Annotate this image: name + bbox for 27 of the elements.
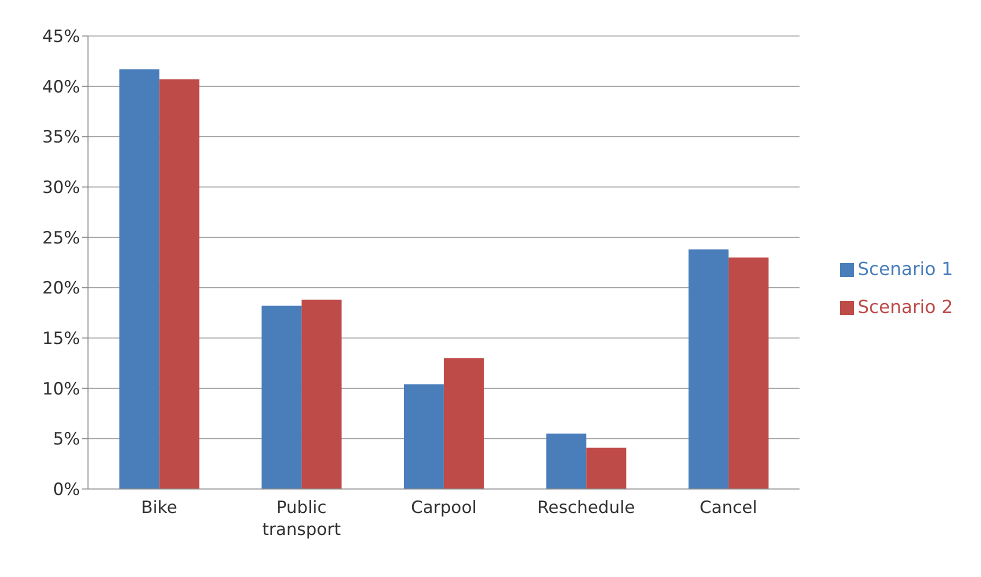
y-tick-label: 5% [53, 430, 80, 450]
y-tick-label: 30% [42, 178, 80, 198]
bar [444, 358, 484, 489]
x-tick-label: Reschedule [537, 498, 635, 518]
bar [262, 306, 302, 489]
legend-label: Scenario 2 [858, 296, 953, 318]
bar [688, 249, 729, 489]
bar [302, 300, 342, 489]
y-tick-label: 35% [42, 128, 80, 148]
bar [159, 79, 200, 489]
y-tick-label: 20% [42, 278, 80, 299]
y-tick-label: 25% [42, 228, 80, 248]
y-tick-label: 45% [42, 27, 80, 48]
bar [546, 434, 586, 489]
y-tick-label: 15% [42, 329, 80, 350]
x-tick-label: Public transport [262, 498, 342, 540]
bar [728, 257, 769, 489]
y-tick-label: 0% [53, 480, 80, 500]
y-tick-label: 10% [42, 379, 80, 400]
x-tick-label: Cancel [700, 498, 758, 518]
bar [586, 448, 626, 489]
legend-label: Scenario 1 [858, 258, 953, 280]
x-tick-label: Carpool [410, 498, 477, 518]
bar [404, 384, 444, 489]
y-tick-label: 40% [42, 77, 80, 98]
x-tick-label: Bike [141, 498, 178, 518]
bar [119, 69, 160, 489]
